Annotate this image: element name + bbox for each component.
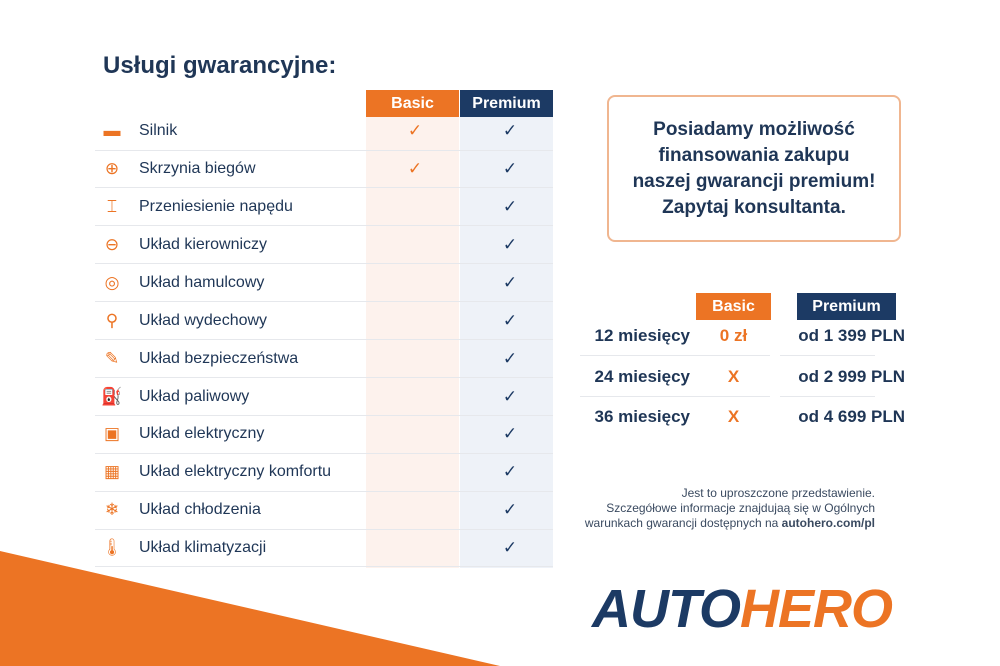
coverage-label: Układ paliwowy [139,387,250,405]
premium-price: od 4 699 PLN [798,407,905,426]
coverage-row: ▦ Układ elektryczny komfortu ✓ [95,454,553,492]
premium-check-icon: ✓ [502,386,518,406]
chip-icon: ▦ [103,462,121,482]
period: 36 miesięcy [594,407,690,426]
coverage-row: ◎ Układ hamulcowy ✓ [95,265,553,303]
premium-check-icon: ✓ [502,121,518,141]
basic-header: Basic [366,90,459,117]
pricing-row: 24 miesięcy X od 2 999 PLN [580,357,910,397]
basic-column [366,117,459,568]
airbag-icon: ✎ [104,348,120,368]
period: 24 miesięcy [594,366,690,386]
thermometer-icon: 🌡 [101,538,123,558]
pricing-row: 36 miesięcy X od 4 699 PLN [580,397,910,437]
coverage-row: ❄ Układ chłodzenia ✓ [95,492,553,530]
coverage-row: ✎ Układ bezpieczeństwa ✓ [95,340,553,378]
coverage-row: ⊖ Układ kierowniczy ✓ [95,227,553,265]
coverage-label: Układ elektryczny komfortu [139,463,332,481]
coverage-label: Silnik [139,122,178,140]
disclaimer-line: Szczegółowe informacje znajdujaą się w O… [606,501,875,515]
coverage-label: Układ chłodzenia [139,501,261,519]
premium-price: od 2 999 PLN [798,366,905,386]
premium-check-icon: ✓ [502,348,518,368]
battery-icon: ▣ [103,424,121,444]
premium-price: od 1 399 PLN [798,326,905,345]
premium-check-icon: ✓ [502,159,518,179]
coverage-label: Układ bezpieczeństwa [139,349,299,367]
premium-check-icon: ✓ [502,197,518,217]
exhaust-icon: ⚲ [105,310,119,330]
premium-check-icon: ✓ [502,538,518,558]
coverage-row: ⊕ Skrzynia biegów ✓ ✓ [95,151,553,189]
coverage-label: Układ hamulcowy [139,273,265,291]
basic-price: X [727,407,740,426]
coverage-label: Układ wydechowy [139,311,268,329]
page-title: Usługi gwarancyjne: [103,52,337,79]
premium-header: Premium [460,90,553,117]
premium-check-icon: ✓ [502,272,518,292]
coverage-label: Przeniesienie napędu [139,198,293,216]
gearbox-icon: ⊕ [104,159,120,179]
period: 12 miesięcy [594,326,690,345]
coverage-row: ▣ Układ elektryczny ✓ [95,416,553,454]
drivetrain-icon: ⌶ [106,197,118,217]
coverage-row: 🌡 Układ klimatyzacji ✓ [95,530,553,568]
financing-promo: Posiadamy możliwość finansowania zakupu … [607,95,901,242]
fuel-pump-icon: ⛽ [101,386,123,406]
pricing-row: 12 miesięcy 0 zł od 1 399 PLN [580,316,910,356]
basic-check-icon: ✓ [407,121,423,141]
premium-check-icon: ✓ [502,310,518,330]
coverage-row: ⌶ Przeniesienie napędu ✓ [95,189,553,227]
coverage-row: ⛽ Układ paliwowy ✓ [95,378,553,416]
coverage-row: ▬ Silnik ✓ ✓ [95,113,553,151]
basic-price: 0 zł [719,326,748,345]
premium-column [460,117,553,568]
disclaimer: Jest to uproszczone przedstawienie. Szcz… [585,486,875,531]
basic-price: X [727,366,740,386]
disclaimer-line: Jest to uproszczone przedstawienie. [681,486,875,500]
coverage-row: ⚲ Układ wydechowy ✓ [95,303,553,341]
autohero-link[interactable]: autohero.com/pl [781,516,875,530]
pricing-premium-header: Premium [797,293,896,320]
premium-check-icon: ✓ [502,500,518,520]
steering-wheel-icon: ⊖ [104,234,120,254]
premium-check-icon: ✓ [502,462,518,482]
brake-disc-icon: ◎ [104,272,120,292]
disclaimer-line: warunkach gwarancji dostępnych na [584,516,782,530]
autohero-logo: AUTOHERO [592,579,893,639]
premium-check-icon: ✓ [502,424,518,444]
premium-check-icon: ✓ [502,234,518,254]
pricing-basic-header: Basic [696,293,771,320]
coverage-label: Układ kierowniczy [139,235,268,253]
basic-check-icon: ✓ [407,159,423,179]
coverage-label: Układ klimatyzacji [139,539,267,557]
coverage-label: Układ elektryczny [139,425,265,443]
coverage-label: Skrzynia biegów [139,160,256,178]
snowflake-icon: ❄ [104,500,120,520]
engine-icon: ▬ [103,121,121,141]
